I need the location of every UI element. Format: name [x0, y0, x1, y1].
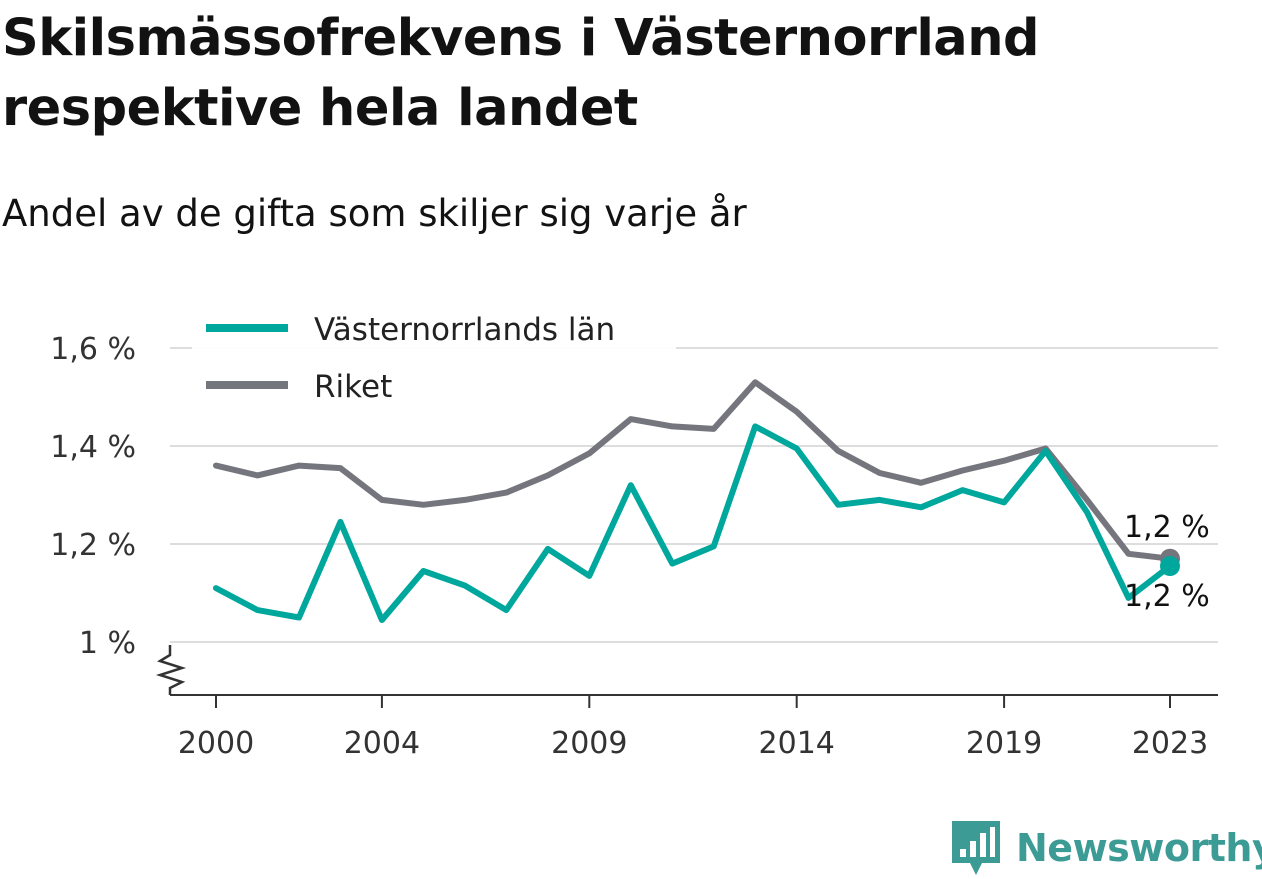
brand-name: Newsworthy — [1016, 826, 1262, 870]
y-tick-label: 1 % — [79, 626, 136, 661]
chart-title: Skilsmässofrekvens i Västernorrland resp… — [2, 9, 1040, 138]
series-lines — [213, 379, 1180, 623]
x-tick-label: 2004 — [344, 726, 420, 761]
y-tick-labels: 1 % 1,2 % 1,4 % 1,6 % — [50, 332, 136, 661]
legend-label-riket: Riket — [314, 369, 392, 405]
legend: Västernorrlands län Riket — [192, 305, 676, 405]
x-tick-label: 2014 — [759, 726, 835, 761]
y-axis-break-icon — [155, 645, 187, 695]
y-tick-label: 1,4 % — [50, 430, 136, 465]
y-tick-label: 1,6 % — [50, 332, 136, 367]
legend-label-vasternorrland: Västernorrlands län — [314, 312, 615, 348]
x-tick-label: 2023 — [1132, 726, 1208, 761]
y-tick-label: 1,2 % — [50, 528, 136, 563]
line-chart: 1 %1,2 %1,4 %1,6 % 2000 2004 2009 2014 2019 2… — [50, 305, 1218, 761]
bar-chart-speech-bubble-icon — [952, 821, 1000, 875]
x-tick-label: 2019 — [966, 726, 1042, 761]
newsworthy-logo: Newsworthy — [950, 818, 1262, 878]
x-tick-labels: 2000 2004 2009 2014 2019 2023 — [178, 695, 1208, 761]
end-label-riket: 1,2 % — [1124, 510, 1210, 545]
end-labels: 1,2 % 1,2 % — [1124, 510, 1210, 614]
series-line-vasternorrland — [213, 423, 1173, 623]
x-tick-label: 2009 — [551, 726, 627, 761]
series-line-riket — [213, 379, 1173, 562]
x-axis — [155, 645, 1218, 696]
chart-subtitle: Andel av de gifta som skiljer sig varje … — [2, 192, 747, 235]
x-tick-label: 2000 — [178, 726, 254, 761]
end-point-vasternorrland — [1160, 556, 1180, 577]
end-label-vasternorrland: 1,2 % — [1124, 579, 1210, 614]
